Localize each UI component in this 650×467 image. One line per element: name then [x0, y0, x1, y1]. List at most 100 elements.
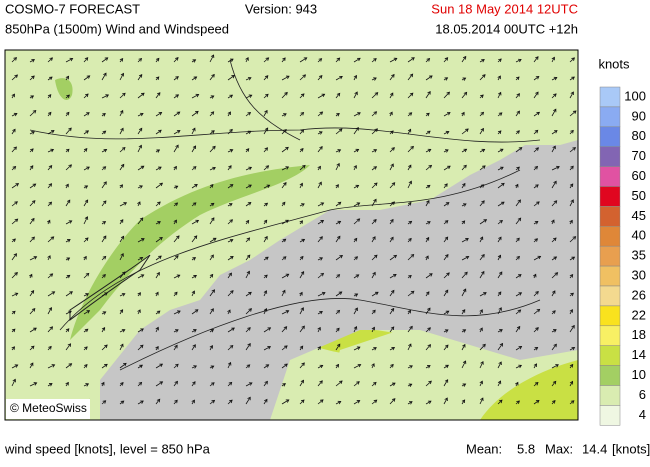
arrow-head: [516, 400, 520, 404]
arrow-shaft: [479, 165, 486, 171]
arrow-head: [174, 399, 178, 404]
wind-arrow: [443, 130, 450, 135]
arrow-shaft: [209, 308, 214, 315]
wind-arrow: [137, 112, 144, 117]
arrow-shaft: [335, 291, 342, 297]
wind-arrow: [191, 93, 200, 99]
arrow-shaft: [263, 236, 268, 243]
arrow-head: [572, 147, 576, 151]
arrow-head: [266, 184, 271, 188]
arrow-shaft: [479, 397, 484, 405]
arrow-shaft: [83, 310, 90, 315]
wind-arrow: [353, 127, 359, 135]
wind-arrow: [443, 183, 448, 189]
arrow-shaft: [173, 381, 178, 387]
arrow-shaft: [479, 292, 487, 297]
arrow-head: [535, 91, 539, 96]
arrow-shaft: [119, 329, 126, 333]
arrow-shaft: [263, 75, 269, 81]
arrow-head: [465, 128, 469, 132]
wind-arrow: [299, 238, 306, 243]
arrow-head: [479, 327, 483, 332]
arrow-head: [48, 345, 52, 350]
wind-arrow: [479, 343, 486, 351]
arrow-head: [49, 326, 54, 330]
arrow-head: [173, 165, 177, 170]
arrow-shaft: [119, 293, 126, 297]
arrow-head: [140, 165, 145, 170]
arrow-head: [156, 398, 161, 403]
legend-swatch: [599, 405, 621, 426]
wind-arrow: [155, 291, 159, 297]
arrow-shaft: [209, 254, 214, 261]
arrow-shaft: [155, 92, 161, 99]
arrow-shaft: [83, 293, 89, 297]
wind-arrow: [371, 254, 378, 261]
arrow-head: [211, 130, 215, 134]
arrow-head: [515, 76, 520, 81]
wind-arrow: [83, 383, 90, 387]
arrow-shaft: [317, 182, 322, 189]
arrow-head: [499, 148, 504, 153]
wind-arrow: [533, 56, 539, 63]
arrow-head: [33, 327, 37, 332]
wind-arrow: [47, 364, 56, 369]
arrow-head: [104, 57, 109, 61]
arrow-shaft: [425, 221, 431, 225]
wind-arrow: [551, 343, 557, 351]
arrow-head: [282, 256, 287, 260]
arrow-head: [390, 236, 394, 241]
arrow-shaft: [479, 344, 486, 351]
wind-arrow: [173, 344, 178, 351]
wind-arrow: [533, 308, 541, 315]
wind-arrow: [533, 290, 539, 297]
arrow-head: [536, 201, 540, 205]
arrow-shaft: [173, 144, 179, 153]
wind-arrow: [245, 382, 253, 387]
wind-arrow: [119, 146, 126, 153]
wind-arrow: [317, 202, 325, 207]
arrow-shaft: [569, 183, 574, 189]
arrow-head: [174, 291, 178, 296]
arrow-shaft: [227, 203, 233, 207]
arrow-head: [264, 147, 269, 151]
wind-arrow: [461, 111, 465, 117]
wind-arrow: [515, 183, 519, 189]
arrow-shaft: [227, 129, 233, 135]
wind-arrow: [443, 253, 449, 261]
arrow-head: [353, 74, 357, 79]
arrow-head: [248, 184, 252, 188]
wind-arrow: [119, 235, 125, 243]
arrow-head: [461, 220, 466, 225]
arrow-shaft: [317, 75, 323, 81]
arrow-head: [338, 128, 343, 133]
arrow-head: [408, 112, 413, 116]
arrow-shaft: [317, 146, 323, 153]
wind-arrow: [317, 145, 323, 153]
arrow-shaft: [407, 326, 413, 333]
arrow-head: [49, 273, 54, 277]
arrow-shaft: [155, 182, 163, 189]
wind-area-6: [5, 55, 130, 159]
wind-arrow: [101, 381, 105, 387]
wind-arrow: [407, 164, 412, 171]
arrow-head: [516, 255, 520, 260]
arrow-head: [497, 130, 502, 134]
arrow-shaft: [191, 219, 199, 225]
arrow-head: [210, 95, 215, 99]
wind-arrow: [551, 310, 556, 315]
arrow-head: [137, 201, 141, 205]
arrow-shaft: [11, 292, 18, 297]
arrow-head: [84, 199, 89, 204]
wind-arrow: [317, 165, 321, 171]
arrow-shaft: [407, 343, 412, 351]
arrow-shaft: [101, 364, 108, 369]
arrow-head: [211, 399, 216, 404]
wind-area-10: [55, 78, 73, 100]
wind-arrow: [569, 219, 573, 225]
wind-arrow: [497, 130, 502, 135]
arrow-shaft: [551, 93, 557, 99]
wind-arrow: [173, 185, 179, 189]
arrow-head: [320, 202, 325, 206]
arrow-head: [123, 362, 127, 367]
